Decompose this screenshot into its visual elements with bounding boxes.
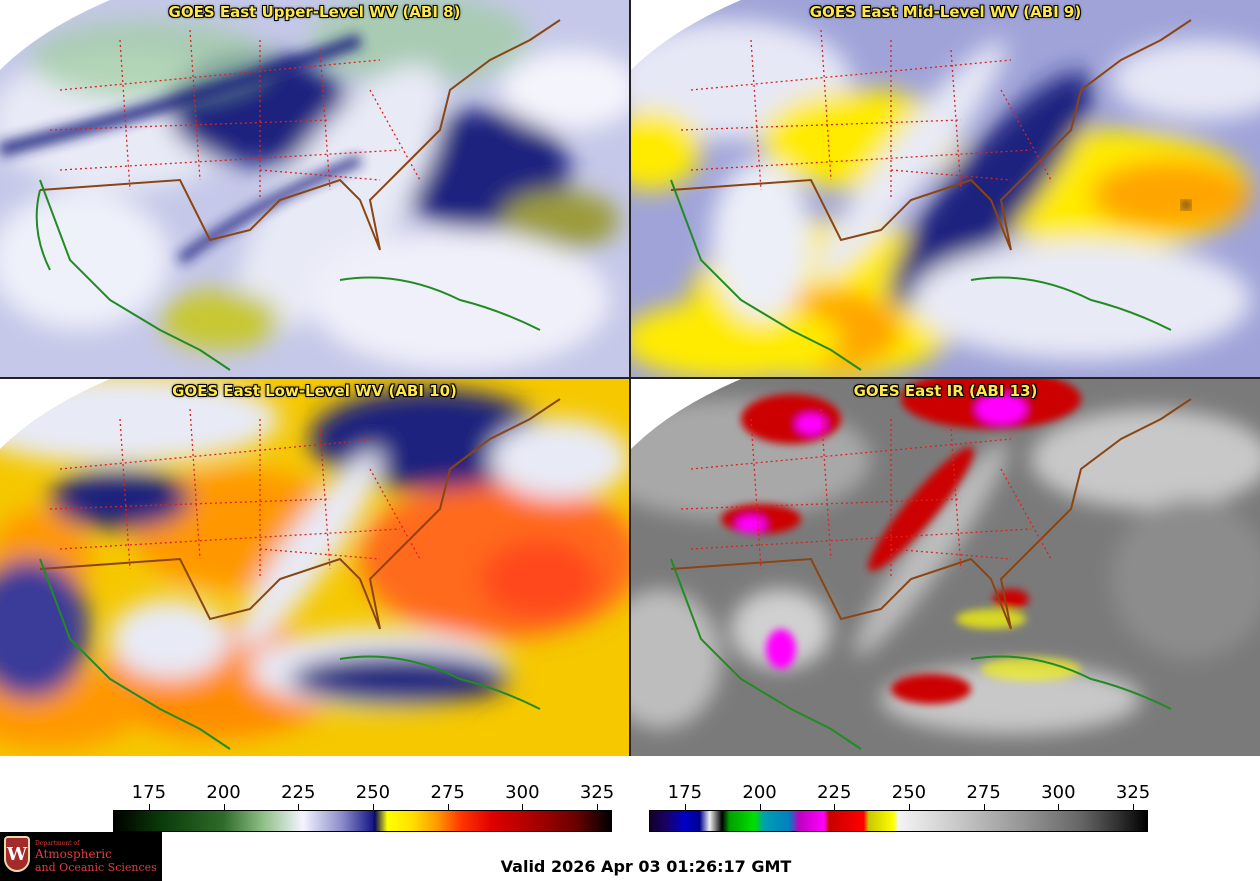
right-colorbar-tick-label: 300	[1041, 782, 1076, 803]
right-colorbar-tick-mark	[684, 804, 686, 810]
logo-name-line2: and Oceanic Sciences	[35, 861, 157, 874]
left-colorbar-tick-label: 275	[430, 782, 465, 803]
wv-colorbar-gradient	[113, 810, 612, 832]
left-colorbar-tick-mark	[522, 804, 524, 810]
right-colorbar-tick-label: 325	[1115, 782, 1151, 803]
right-colorbar-tick-mark	[759, 804, 761, 810]
left-colorbar-tick-mark	[372, 804, 374, 810]
left-colorbar-tick-mark	[447, 804, 449, 810]
uw-shield-icon: W	[4, 836, 30, 872]
right-colorbar-tick-mark	[983, 804, 985, 810]
left-colorbar-tick-label: 300	[505, 782, 540, 803]
valid-time-label: Valid 2026 Apr 03 01:26:17 GMT	[500, 857, 792, 876]
left-colorbar-tick-label: 225	[281, 782, 316, 803]
right-colorbar-tick-mark	[834, 804, 836, 810]
left-colorbar-tick-label: 200	[206, 782, 241, 803]
infrared-panel: GOES East IR (ABI 13)	[631, 379, 1260, 756]
right-colorbar-tick-label: 175	[667, 782, 703, 803]
low-level-wv-panel: GOES East Low-Level WV (ABI 10)	[0, 379, 629, 756]
right-colorbar-tick-mark	[908, 804, 910, 810]
mid-level-wv-panel: GOES East Mid-Level WV (ABI 9)	[631, 0, 1260, 377]
panel-title: GOES East Mid-Level WV (ABI 9)	[809, 3, 1082, 21]
right-colorbar-tick-label: 250	[891, 782, 927, 803]
upper-level-wv-imagery	[0, 0, 629, 377]
right-colorbar-tick-label: 200	[742, 782, 777, 803]
left-colorbar-tick-mark	[223, 804, 225, 810]
panel-title: GOES East Upper-Level WV (ABI 8)	[168, 3, 461, 21]
infrared-imagery	[631, 379, 1260, 756]
left-colorbar-tick-label: 250	[355, 782, 391, 803]
left-colorbar-tick-mark	[298, 804, 300, 810]
left-colorbar-tick-mark	[148, 804, 150, 810]
right-colorbar-tick-mark	[1058, 804, 1060, 810]
mid-level-wv-imagery	[631, 0, 1260, 377]
ir-colorbar-ticks: 175 200 225 250 275 300 325	[649, 780, 1151, 810]
wv-colorbar-ticks: 175 200 225 250 275 300 325	[113, 780, 615, 810]
low-level-wv-imagery	[0, 379, 629, 756]
upper-level-wv-panel: GOES East Upper-Level WV (ABI 8)	[0, 0, 629, 377]
panel-title: GOES East IR (ABI 13)	[853, 382, 1038, 400]
ir-colorbar: 175 200 225 250 275 300 325	[649, 780, 1151, 832]
right-colorbar-tick-mark	[1133, 804, 1135, 810]
left-colorbar-tick-label: 325	[579, 782, 615, 803]
aos-logo[interactable]: W Department of Atmospheric and Oceanic …	[0, 832, 162, 881]
wv-colorbar: 175 200 225 250 275 300 325	[113, 780, 615, 832]
logo-name-line1: Atmospheric	[35, 847, 112, 861]
panel-title: GOES East Low-Level WV (ABI 10)	[172, 382, 457, 400]
left-colorbar-tick-label: 175	[131, 782, 167, 803]
left-colorbar-tick-mark	[597, 804, 599, 810]
logo-dept-label: Department of	[35, 840, 80, 847]
ir-colorbar-gradient	[649, 810, 1148, 832]
panel-divider-horizontal	[0, 377, 1260, 379]
right-colorbar-tick-label: 275	[966, 782, 1001, 803]
right-colorbar-tick-label: 225	[817, 782, 852, 803]
